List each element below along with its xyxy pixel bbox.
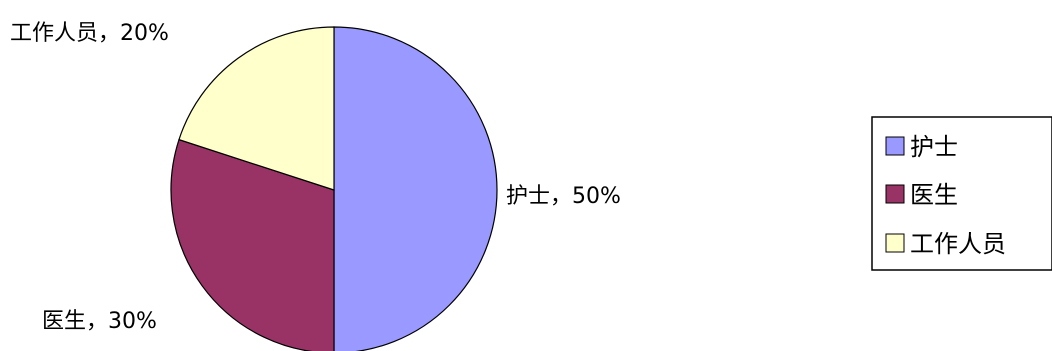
legend-item-nurse: 护士 xyxy=(885,133,958,161)
legend-item-staff: 工作人员 xyxy=(885,230,1006,258)
slice-label-doctor: 医生，30% xyxy=(42,309,157,334)
legend-label-staff: 工作人员 xyxy=(910,230,1006,258)
pie-slice-staff xyxy=(178,26,335,191)
slice-label-staff: 工作人员，20% xyxy=(10,21,169,46)
legend-item-doctor: 医生 xyxy=(885,181,958,209)
legend-label-nurse: 护士 xyxy=(910,133,958,161)
pie-slice-doctor xyxy=(170,138,335,351)
legend-swatch-doctor xyxy=(885,184,905,204)
legend-label-doctor: 医生 xyxy=(910,181,958,209)
slice-label-nurse: 护士，50% xyxy=(506,184,621,209)
legend-swatch-nurse xyxy=(885,136,905,156)
legend: 护士 医生 工作人员 xyxy=(871,116,1052,271)
pie-slices xyxy=(170,26,498,351)
legend-swatch-staff xyxy=(885,233,905,253)
pie-slice-nurse xyxy=(333,26,498,351)
